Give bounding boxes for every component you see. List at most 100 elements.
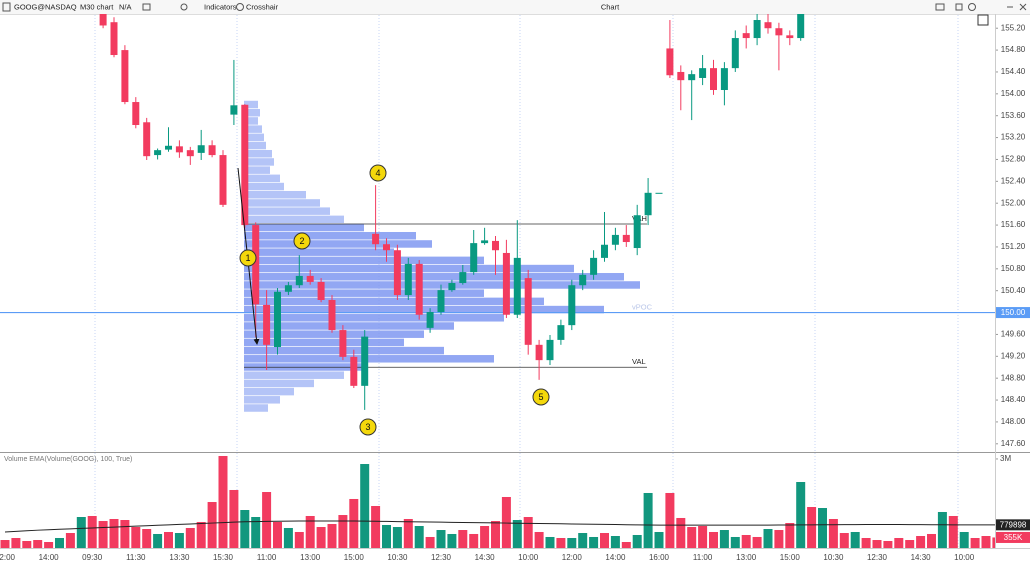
candle-body (339, 330, 347, 357)
volume-bar (621, 542, 631, 548)
x-tick-label: 12:00 (0, 553, 16, 562)
x-tick-label: 14:30 (911, 553, 932, 562)
volume-legend: Volume EMA(Volume(GOOG), 100, True) (4, 456, 132, 463)
level-name: VAL (632, 357, 646, 366)
candle-body (241, 104, 249, 226)
volume-bar (698, 526, 708, 548)
profile-bar (244, 355, 494, 363)
candle-body (165, 145, 172, 150)
y-tick-label: 3M (1000, 454, 1011, 463)
menu-icon[interactable] (2, 2, 11, 12)
volume-bar (425, 536, 435, 548)
x-tick-label: 12:30 (431, 553, 452, 562)
volume-bar (959, 531, 969, 548)
volume-bar (807, 507, 817, 548)
crosshair-button[interactable]: Crosshair (246, 2, 279, 11)
candle-body (797, 14, 805, 39)
volume-bar (142, 529, 152, 548)
volume-bar (992, 537, 995, 548)
volume-bar (382, 524, 391, 548)
marker (359, 418, 377, 436)
y-tick-label: 149.20 (1001, 351, 1026, 360)
marker (369, 164, 387, 182)
candle-body (590, 257, 598, 275)
chart-type-icon[interactable] (142, 3, 151, 11)
theme-icon[interactable] (968, 3, 976, 11)
candle-body (448, 283, 456, 291)
candle-body (720, 68, 728, 91)
profile-bar (244, 207, 330, 215)
y-tick-label: 154.80 (1001, 45, 1026, 54)
pane-toggle[interactable] (977, 14, 989, 26)
x-tick-label: 11:00 (693, 553, 713, 562)
volume-bar (578, 533, 588, 548)
marker-label: 1 (245, 253, 250, 263)
volume-bar (643, 492, 653, 548)
profile-bar (244, 125, 262, 133)
profile-bar (244, 338, 404, 347)
y-tick-label: 150.80 (1001, 264, 1026, 273)
timeframe[interactable]: M30 chart (80, 2, 114, 11)
marker (293, 232, 311, 250)
candle-body (219, 155, 227, 205)
profile-bar (244, 117, 258, 125)
volume-bar (883, 540, 893, 548)
volume-bar (916, 536, 926, 548)
volume-bar (523, 517, 533, 548)
candle-body (502, 252, 510, 315)
candle-body (633, 215, 641, 249)
volume-bar (512, 520, 522, 548)
volume-bar (87, 515, 97, 548)
volume-bar (610, 536, 620, 548)
marker (239, 249, 257, 267)
x-tick-label: 13:00 (300, 553, 321, 562)
candle-body (383, 244, 390, 251)
restore-icon[interactable] (955, 3, 963, 11)
zoom-icon[interactable] (180, 3, 188, 11)
candle-body (295, 275, 303, 286)
candle-body (710, 68, 717, 91)
toolbar (0, 0, 1030, 14)
crosshair-icon[interactable] (236, 3, 244, 11)
candle-body (361, 336, 369, 386)
profile-bar (244, 273, 624, 281)
volume-bar (981, 536, 991, 548)
close-button[interactable] (1019, 3, 1027, 11)
screenshot-icon[interactable] (935, 3, 945, 11)
candle-body (230, 105, 238, 115)
x-tick-label: 11:30 (126, 553, 146, 562)
volume-bar (76, 517, 86, 548)
y-tick-label: 151.60 (1001, 220, 1026, 229)
volume-bar (730, 536, 740, 548)
candle-body (197, 145, 205, 153)
volume-bar (251, 517, 261, 548)
volume-bar (905, 540, 915, 548)
x-tick-label: 14:00 (39, 553, 60, 562)
x-tick-label: 11:00 (257, 553, 277, 562)
x-tick-label: 12:30 (867, 553, 888, 562)
volume-bar (283, 527, 293, 548)
y-tick-label: 148.40 (1001, 395, 1026, 404)
profile-bar (244, 387, 294, 396)
candle-body (742, 33, 750, 39)
profile-bar (244, 158, 274, 166)
x-tick-label: 09:30 (82, 553, 103, 562)
indicators-button[interactable]: Indicators (204, 2, 237, 11)
volume-bar (338, 515, 348, 548)
candle-body (437, 290, 445, 313)
profile-bar (244, 256, 484, 265)
candle-body (524, 278, 532, 345)
candle-body (121, 50, 129, 103)
x-tick-label: 16:00 (649, 553, 670, 562)
na-select[interactable]: N/A (119, 2, 132, 11)
symbol[interactable]: GOOG@NASDAQ (14, 2, 77, 11)
x-tick-label: 10:30 (823, 553, 844, 562)
candle-body (186, 150, 194, 157)
candle-body (415, 263, 423, 315)
profile-bar (244, 379, 314, 388)
candle-body (132, 102, 140, 126)
volume-bar (447, 533, 457, 548)
volume-bar (687, 527, 697, 548)
y-tick-label: 152.80 (1001, 155, 1026, 164)
